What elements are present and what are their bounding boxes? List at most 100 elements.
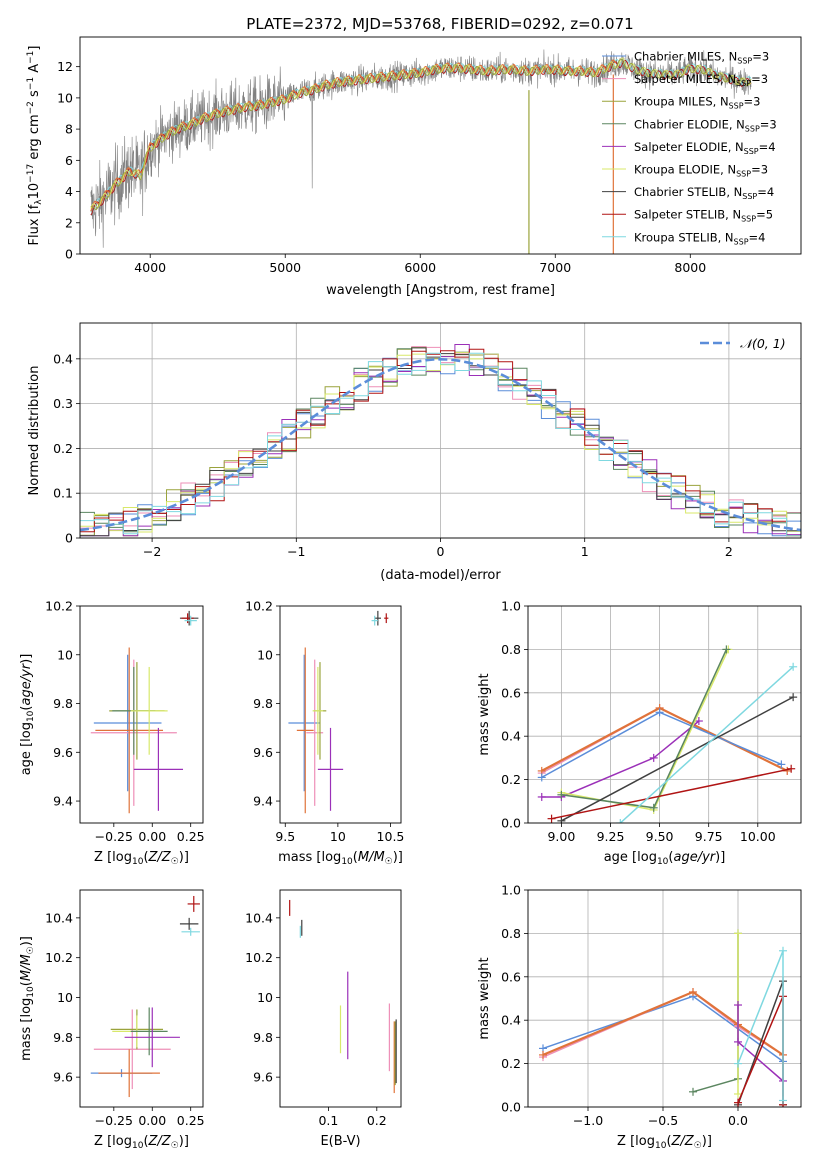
mass-z-y-tick-label: 10.4 xyxy=(45,910,73,925)
legend-label-num: =3 xyxy=(751,72,768,86)
spectrum-y-axis-label-part: 10 xyxy=(27,183,42,200)
legend-label-num: =5 xyxy=(756,208,773,222)
spectrum-y-axis-label-part: Flux [f xyxy=(27,204,42,245)
weight-line-salpeter_elodie xyxy=(541,720,700,798)
mass-ebv-y-tick-label: 9.8 xyxy=(253,1030,273,1045)
weight-z-x-axis-label-part: ( xyxy=(666,1134,671,1149)
legend-label-kroupa_elodie: Kroupa ELODIE, NSSP=3 xyxy=(634,163,768,179)
mass-z-y-axis-label-part: ☉ xyxy=(26,946,36,954)
weight-z-x-tick-label: −1.0 xyxy=(573,1113,603,1128)
residuals-x-tick-label: 0 xyxy=(437,544,445,559)
mass-z-y-axis-label-part: 10 xyxy=(26,986,36,998)
residuals-y-tick-label: 0.1 xyxy=(53,486,73,501)
age-mass-plot-area xyxy=(288,610,389,814)
legend-label-sub: SSP xyxy=(745,124,760,133)
spectrum-y-tick-label: 8 xyxy=(65,122,73,137)
legend-label-num: =3 xyxy=(744,95,761,109)
age-z-y-tick-label: 9.8 xyxy=(53,696,73,711)
legend-label-sub: SSP xyxy=(742,192,757,201)
age-z-y-tick-label: 9.4 xyxy=(53,794,73,809)
mass-ebv-y-tick-label: 9.6 xyxy=(253,1070,273,1085)
age-z-y-axis-label: age [log10(age/yr)] xyxy=(19,654,36,776)
mass-z-y-axis-label: mass [log10(M/M☉)] xyxy=(19,936,36,1061)
spectrum-y-axis-label-part: s xyxy=(27,90,42,101)
spectrum-y-tick-label: 2 xyxy=(65,215,73,230)
residuals-y-tick-label: 0.3 xyxy=(53,396,73,411)
legend-normal-label: 𝒩(0, 1) xyxy=(740,336,786,351)
weight-age-frame xyxy=(527,605,802,824)
mass-z-x-tick-label: 0.00 xyxy=(138,1113,166,1128)
weight-age-x-tick-label: 9.50 xyxy=(646,829,674,844)
model-spectrum-kroupa_miles xyxy=(90,58,752,210)
mass-z-y-axis-label-part: mass [log xyxy=(19,998,34,1061)
legend-label-sub: SSP xyxy=(736,79,751,88)
legend-label-text: Chabrier STELIB, N xyxy=(634,185,742,199)
legend-label-sub: SSP xyxy=(729,102,744,111)
age-z-x-tick-label: −0.25 xyxy=(95,829,133,844)
residuals-plot-area xyxy=(80,344,801,538)
weight-age-x-axis-label-part: ( xyxy=(668,850,673,865)
legend-label-text: Kroupa STELIB, N xyxy=(634,230,734,244)
mass-z-x-tick-label: 0.25 xyxy=(177,1113,205,1128)
spectrum-x-axis-label: wavelength [Angstrom, rest frame] xyxy=(326,283,555,298)
weight-age-y-tick-label: 0.4 xyxy=(501,729,521,744)
legend-label-text: Kroupa ELODIE, N xyxy=(634,163,736,177)
age-z-y-axis-label-part: ( xyxy=(19,706,34,711)
spectrum-y-axis-label-part: −1 xyxy=(26,77,36,90)
age-mass-y-tick-label: 9.6 xyxy=(253,745,273,760)
spectrum-y-axis-label-part: λ xyxy=(34,199,44,205)
normal-distribution-curve xyxy=(80,357,801,532)
legend-label-num: =4 xyxy=(759,140,776,154)
residuals-frame xyxy=(79,322,802,539)
age-z-y-axis-label-part: age [log xyxy=(19,722,34,775)
mass-z-axes xyxy=(76,917,192,1111)
mass-z-x-axis-label-part: Z [log xyxy=(94,1134,132,1149)
age-z-plot-area xyxy=(90,610,199,814)
model-spectrum-kroupa_elodie xyxy=(90,57,752,209)
spectrum-axes xyxy=(76,66,691,258)
spectrum-y-axis-label-part: A xyxy=(27,64,42,77)
age-z-x-axis-label-part: Z/Z xyxy=(148,850,172,865)
weight-z-y-tick-label: 1.0 xyxy=(501,883,521,898)
age-mass-x-axis-label-part: M/M xyxy=(358,850,385,865)
age-z-y-tick-label: 10 xyxy=(57,647,73,662)
mass-ebv-plot-area xyxy=(289,899,397,1094)
age-z-x-axis-label: Z [log10(Z/Z☉)] xyxy=(94,850,189,867)
age-z-x-axis-label-part: ☉ xyxy=(171,857,179,867)
legend-label-num: =3 xyxy=(760,117,777,131)
mass-z-plot-area xyxy=(90,895,200,1098)
residuals-y-tick-label: 0.4 xyxy=(53,351,73,366)
age-mass-y-tick-label: 10.2 xyxy=(245,599,273,614)
age-mass-axes xyxy=(276,605,391,827)
mass-z-y-tick-label: 10.2 xyxy=(45,950,73,965)
weight-z-y-tick-label: 0.0 xyxy=(501,1100,521,1115)
spectrum-y-tick-label: 4 xyxy=(65,184,73,199)
age-z-x-axis-label-part: ( xyxy=(143,850,148,865)
age-z-x-axis-label-part: Z [log xyxy=(94,850,132,865)
weight-age-x-tick-label: 9.75 xyxy=(695,829,723,844)
age-mass-x-axis-label: mass [log10(M/M☉)] xyxy=(278,850,403,867)
weight-z-y-tick-label: 0.2 xyxy=(501,1056,521,1071)
spectrum-y-axis-label-part: −1 xyxy=(26,51,36,64)
spectrum-x-tick-label: 8000 xyxy=(674,260,706,275)
age-z-x-axis-label-part: )] xyxy=(179,850,189,865)
weight-z-x-axis-label: Z [log10(Z/Z☉)] xyxy=(617,1134,712,1151)
age-z-x-tick-label: 0.00 xyxy=(138,829,166,844)
spectrum-x-tick-label: 4000 xyxy=(134,260,166,275)
spectrum-y-axis-label-part: −17 xyxy=(26,164,36,183)
age-z-y-axis-label-part: age/yr xyxy=(19,662,34,705)
mass-z-y-axis-label-part: M/M xyxy=(19,954,34,981)
mass-z-x-axis-label: Z [log10(Z/Z☉)] xyxy=(94,1134,189,1151)
spectrum-y-axis-label: Flux [fλ10−17 erg cm−2 s−1 A−1] xyxy=(26,46,44,246)
age-mass-y-tick-label: 10 xyxy=(257,647,273,662)
legend-label-text: Chabrier ELODIE, N xyxy=(634,117,745,131)
mass-z-x-tick-label: −0.25 xyxy=(95,1113,133,1128)
age-z-y-axis-label-part: )] xyxy=(19,654,34,664)
model-spectrum-salpeter_stelib xyxy=(90,60,752,216)
weight-age-x-axis-label-part: 10 xyxy=(657,857,669,867)
legend-label-chabrier_elodie: Chabrier ELODIE, NSSP=3 xyxy=(634,117,777,133)
legend-label-kroupa_stelib: Kroupa STELIB, NSSP=4 xyxy=(634,230,765,246)
legend-label-sub: SSP xyxy=(737,57,752,66)
mass-ebv-x-tick-label: 0.1 xyxy=(318,1113,338,1128)
age-mass-x-axis-label-part: mass [log xyxy=(278,850,341,865)
